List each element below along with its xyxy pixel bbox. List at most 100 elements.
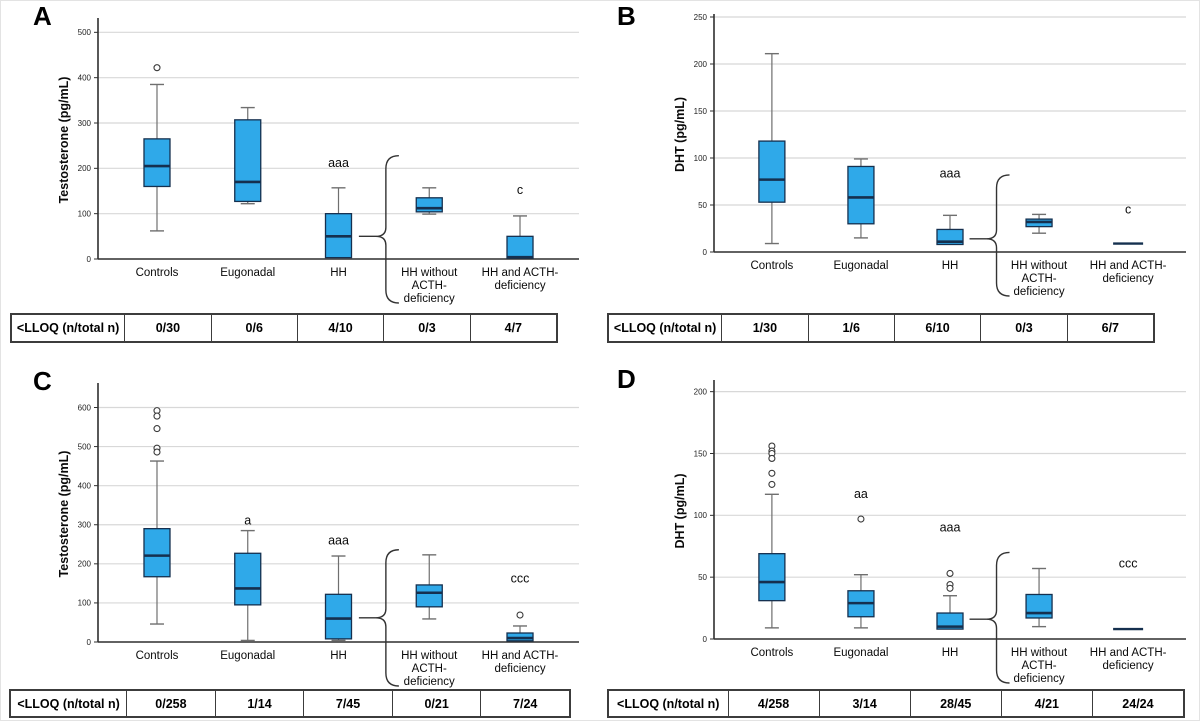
panel-b: B 0 50 100 150 200 250 DHT (pg/mL) aaa c Controls… [601, 1, 1199, 361]
lloq-table: <LLOQ (n/total n) 1/30 1/6 6/10 0/3 6/7 [607, 313, 1155, 343]
x-category-label-line: Controls [750, 647, 793, 659]
outlier-point [857, 515, 865, 523]
subgroup-brace [358, 154, 399, 304]
y-tick-label: 0 [703, 248, 708, 257]
x-category-label-line: ACTH- [1021, 273, 1056, 285]
significance-annotation: a [244, 514, 251, 528]
lloq-table-row: <LLOQ (n/total n) 1/30 1/6 6/10 0/3 6/7 [607, 313, 1155, 343]
lloq-value-cell: 1/14 [214, 689, 305, 718]
lloq-table-row: <LLOQ (n/total n) 0/258 1/14 7/45 0/21 7/24 [9, 689, 571, 718]
box [143, 528, 171, 578]
significance-annotation: aaa [940, 167, 961, 181]
y-tick-label: 250 [694, 13, 708, 22]
box [143, 138, 171, 188]
x-category-label-line: HH and ACTH- [482, 267, 559, 279]
x-category-label-line: ACTH- [1021, 660, 1056, 672]
lloq-header-cell: <LLOQ (n/total n) [607, 313, 723, 343]
lloq-value-cell: 4/7 [469, 313, 558, 343]
x-category-label-line: Controls [750, 260, 793, 272]
outlier-point [516, 611, 524, 619]
x-category-label-line: HH [330, 650, 347, 662]
x-category-label: Controls [750, 260, 793, 272]
box [415, 584, 443, 608]
lloq-value-cell: 1/30 [721, 313, 809, 343]
outlier-point [153, 425, 161, 433]
panel-d: D 0 50 100 150 200 DHT (pg/mL) aa aaa ccc Control… [601, 361, 1199, 720]
x-category-label-line: deficiency [1103, 660, 1154, 672]
x-category-label: Eugonadal [833, 260, 888, 272]
x-category-label: Controls [750, 647, 793, 659]
lloq-value-cell: 0/3 [383, 313, 471, 343]
significance-annotation: aaa [328, 156, 349, 170]
boxplot-chart-a: 0 100 200 300 400 500 Testosterone (pg/mL) aaa c… [57, 18, 579, 305]
y-axis-title: Testosterone (pg/mL) [57, 77, 71, 204]
x-category-label: HH [330, 650, 347, 662]
box [1025, 593, 1053, 619]
lloq-table-wrap: <LLOQ (n/total n) 4/258 3/14 28/45 4/21 24/24 [607, 689, 1185, 718]
x-category-label: HH and ACTH-deficiency [1090, 260, 1167, 285]
y-axis-title: DHT (pg/mL) [673, 97, 687, 172]
y-tick-label: 150 [694, 107, 708, 116]
lloq-header-cell: <LLOQ (n/total n) [9, 689, 128, 718]
x-category-label-line: HH without [1011, 647, 1068, 659]
significance-annotation: aa [854, 487, 868, 501]
panel-letter: C [33, 366, 52, 396]
y-tick-label: 50 [698, 201, 707, 210]
lloq-value-cell: 0/258 [126, 689, 216, 718]
x-category-label-line: Eugonadal [220, 650, 275, 662]
x-category-label-line: HH [942, 647, 959, 659]
lloq-table-wrap: <LLOQ (n/total n) 1/30 1/6 6/10 0/3 6/7 [607, 313, 1155, 343]
box [758, 140, 786, 203]
x-category-label: Eugonadal [833, 647, 888, 659]
outlier-point [768, 469, 776, 477]
y-tick-label: 200 [694, 387, 708, 396]
x-category-label-line: HH and ACTH- [1090, 647, 1167, 659]
box [234, 119, 262, 203]
y-tick-label: 100 [78, 599, 92, 608]
outlier-point [768, 480, 776, 488]
box [415, 197, 443, 213]
y-tick-label: 600 [78, 403, 92, 412]
x-category-label: HH and ACTH-deficiency [482, 267, 559, 292]
x-category-label: Controls [136, 267, 179, 279]
significance-annotation: aaa [328, 533, 349, 547]
x-category-label: HH [942, 260, 959, 272]
panel-a: A 0 100 200 300 400 500 Testosterone (pg/mL) aa… [1, 1, 586, 361]
x-category-label: HH without ACTH-deficiency [401, 267, 458, 305]
lloq-value-cell: 6/7 [1066, 313, 1155, 343]
x-category-label: HH without ACTH-deficiency [1011, 647, 1068, 685]
lloq-value-cell: 7/45 [303, 689, 393, 718]
y-axis-title: DHT (pg/mL) [673, 474, 687, 549]
boxplot-chart-b: 0 50 100 150 200 250 DHT (pg/mL) aaa c Controls Eu… [673, 13, 1186, 298]
x-category-label: HH and ACTH-deficiency [482, 650, 559, 675]
lloq-value-cell: 4/21 [1000, 689, 1093, 718]
outlier-point [153, 448, 161, 456]
y-tick-label: 0 [87, 638, 92, 647]
lloq-value-cell: 0/21 [391, 689, 482, 718]
x-category-label: HH [942, 647, 959, 659]
x-category-label: HH and ACTH-deficiency [1090, 647, 1167, 672]
x-category-label-line: Controls [136, 267, 179, 279]
box [234, 552, 262, 606]
x-category-label: HH [330, 267, 347, 279]
lloq-table-row: <LLOQ (n/total n) 4/258 3/14 28/45 4/21 24/24 [607, 689, 1185, 718]
y-tick-label: 200 [78, 560, 92, 569]
y-tick-label: 400 [78, 481, 92, 490]
significance-annotation: ccc [1119, 556, 1138, 570]
panel-letter: D [617, 364, 636, 394]
significance-annotation: ccc [511, 572, 530, 586]
lloq-table-wrap: <LLOQ (n/total n) 0/258 1/14 7/45 0/21 7/24 [9, 689, 571, 718]
y-tick-label: 0 [87, 255, 92, 264]
y-tick-label: 100 [694, 511, 708, 520]
x-category-label-line: Eugonadal [833, 260, 888, 272]
significance-annotation: aaa [940, 520, 961, 534]
x-category-label-line: deficiency [1013, 286, 1064, 298]
lloq-header-cell: <LLOQ (n/total n) [10, 313, 126, 343]
lloq-table: <LLOQ (n/total n) 4/258 3/14 28/45 4/21 24/24 [607, 689, 1185, 718]
lloq-value-cell: 24/24 [1091, 689, 1185, 718]
lloq-value-cell: 0/6 [210, 313, 298, 343]
box [936, 612, 964, 630]
lloq-value-cell: 28/45 [909, 689, 1002, 718]
